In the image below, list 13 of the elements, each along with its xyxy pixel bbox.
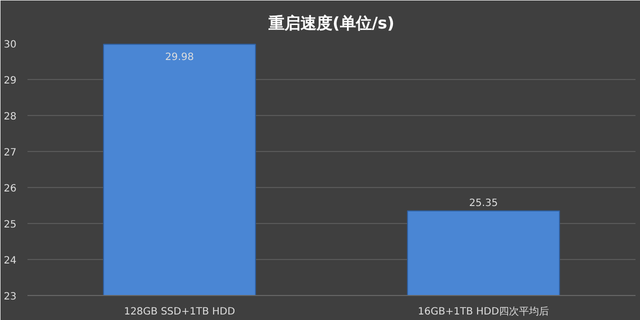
y-tick-label: 23	[4, 292, 17, 302]
data-label: 29.98	[165, 52, 194, 64]
y-tick-label: 25	[4, 220, 17, 230]
y-tick-label: 24	[4, 256, 17, 266]
x-tick-label: 128GB SSD+1TB HDD	[124, 306, 236, 318]
x-tick-label: 16GB+1TB HDD四次平均后	[418, 306, 550, 318]
y-tick-label: 29	[4, 76, 17, 86]
y-tick-label: 26	[4, 184, 17, 194]
y-tick-label: 28	[4, 112, 17, 122]
y-tick-label: 30	[4, 40, 17, 50]
y-tick-label: 27	[4, 148, 17, 158]
data-label: 25.35	[469, 198, 498, 209]
chart-title: 重启速度(单位/s)	[268, 14, 395, 32]
